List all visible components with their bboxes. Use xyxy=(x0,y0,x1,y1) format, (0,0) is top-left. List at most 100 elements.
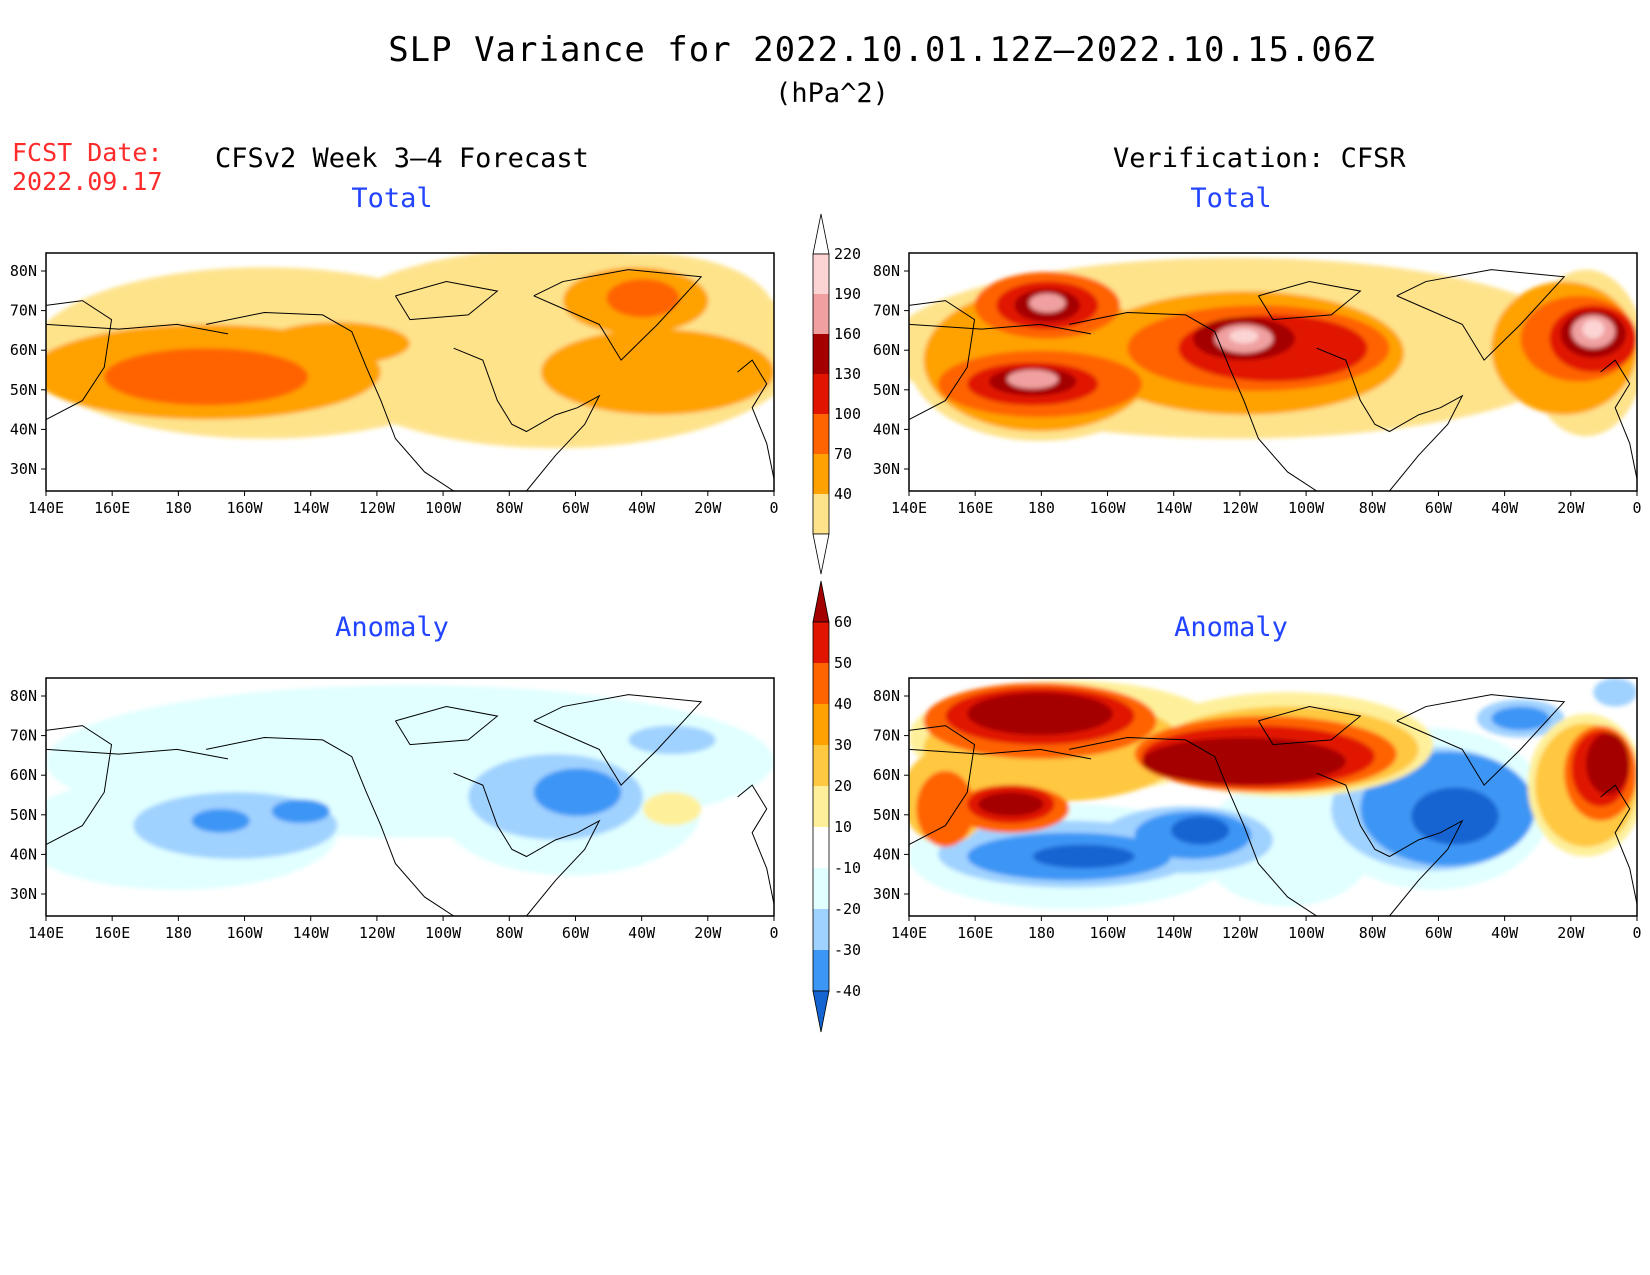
field-shading-orange xyxy=(541,329,774,415)
colorbar-total-label: 70 xyxy=(834,445,852,463)
lon-tick-label: 40W xyxy=(1491,499,1519,517)
lat-tick-label: 30N xyxy=(10,460,37,478)
lon-tick-label: 20W xyxy=(1557,499,1585,517)
map-panel-forecast-total: 140E 160E 180 160W 140W 120W 100W 80W 60W 40W 20W 0… xyxy=(10,252,779,517)
lon-tick-label: 80W xyxy=(1359,499,1387,517)
coastline-segment xyxy=(46,748,229,760)
lat-tick-label: 60N xyxy=(873,341,900,359)
colorbar-anomaly-label: -40 xyxy=(834,982,861,1000)
lon-tick-label: 160E xyxy=(957,499,993,517)
colorbar-total-label: 40 xyxy=(834,485,852,503)
map-frame xyxy=(45,252,775,492)
coastline-segment xyxy=(737,359,774,480)
field-shading-blue xyxy=(271,799,330,824)
field-shading-orange xyxy=(264,322,411,365)
lat-tick-label: 80N xyxy=(10,687,37,705)
lon-tick-label: 0 xyxy=(1632,499,1641,517)
lon-tick-label: 120W xyxy=(359,924,396,942)
lat-tick-label: 30N xyxy=(873,460,900,478)
lon-tick-label: 40W xyxy=(628,924,656,942)
colorbar-top-arrow xyxy=(812,213,830,255)
field-shading-light_blue xyxy=(628,725,716,755)
field-shading-dark_blue xyxy=(1411,787,1499,845)
lon-tick-label: 140E xyxy=(891,924,927,942)
coastline-segment xyxy=(1316,347,1464,491)
colorbar-box xyxy=(813,663,829,704)
colorbar-box xyxy=(813,454,829,494)
coastline-segment xyxy=(1258,706,1362,746)
lon-tick-label: 140W xyxy=(1156,924,1193,942)
colorbar-anomaly-label: 20 xyxy=(834,777,852,795)
lon-tick-label: 140W xyxy=(293,924,330,942)
forecast-date-value: 2022.09.17 xyxy=(12,167,163,196)
coastline-segment xyxy=(533,269,703,361)
coastline-segment xyxy=(1396,269,1566,361)
lon-tick-label: 120W xyxy=(1222,499,1259,517)
lon-tick-label: 160W xyxy=(226,924,263,942)
lon-tick-label: 100W xyxy=(425,924,462,942)
map-frame xyxy=(908,252,1638,492)
lon-tick-label: 60W xyxy=(1425,924,1453,942)
lat-tick-label: 40N xyxy=(10,420,37,438)
colorbar-box xyxy=(813,909,829,950)
lon-tick-label: 120W xyxy=(1222,924,1259,942)
shaded-field xyxy=(46,253,774,449)
field-shading-dark_red xyxy=(1141,737,1346,786)
lon-tick-label: 100W xyxy=(1288,924,1325,942)
lon-tick-label: 160E xyxy=(94,924,130,942)
field-shading-blue xyxy=(191,808,250,833)
field-shading-light_blue xyxy=(1593,678,1637,707)
colorbar-anomaly-label: 30 xyxy=(834,736,852,754)
colorbar-total-label: 160 xyxy=(834,325,861,343)
lon-tick-label: 0 xyxy=(769,924,778,942)
lat-tick-label: 50N xyxy=(10,806,37,824)
map-panel-verification-total: 140E 160E 180 160W 140W 120W 100W 80W 60W 40W 20W 0… xyxy=(873,252,1642,517)
lon-tick-label: 160W xyxy=(226,499,263,517)
lon-tick-label: 100W xyxy=(1288,499,1325,517)
lon-tick-label: 180 xyxy=(1028,924,1055,942)
lat-tick-label: 40N xyxy=(873,845,900,863)
coastline-segment xyxy=(46,300,113,421)
field-shading-blue xyxy=(1491,706,1550,731)
coastlines xyxy=(46,694,774,916)
lat-tick-label: 70N xyxy=(873,727,900,745)
lon-tick-label: 160W xyxy=(1089,499,1126,517)
coastline-segment xyxy=(909,323,1092,335)
colorbar-box xyxy=(813,827,829,868)
colorbar-bottom-arrow xyxy=(812,533,830,575)
panel-title-verification-total: Total xyxy=(1190,183,1272,214)
colorbar-box xyxy=(813,334,829,374)
shaded-field xyxy=(909,678,1637,909)
map-panel-verification-anomaly: 140E 160E 180 160W 140W 120W 100W 80W 60W 40W 20W 0… xyxy=(873,677,1642,942)
lon-tick-label: 140W xyxy=(1156,499,1193,517)
lon-tick-label: 0 xyxy=(769,499,778,517)
coastline-segment xyxy=(737,784,774,905)
lon-tick-label: 80W xyxy=(496,924,524,942)
coastline-segment xyxy=(533,694,703,786)
field-shading-dark_red xyxy=(978,792,1044,817)
field-shading-dark_orange xyxy=(606,279,680,318)
coastline-segment xyxy=(1600,359,1637,480)
coastline-segment xyxy=(909,300,976,421)
field-shading-dark_red xyxy=(1586,732,1630,795)
lon-tick-label: 160W xyxy=(1089,924,1126,942)
lat-tick-label: 30N xyxy=(873,885,900,903)
lon-tick-label: 0 xyxy=(1632,924,1641,942)
colorbar-box xyxy=(813,950,829,991)
colorbar-anomaly-label: 40 xyxy=(834,695,852,713)
lon-tick-label: 180 xyxy=(1028,499,1055,517)
field-shading-blue xyxy=(533,768,622,817)
lat-tick-label: 70N xyxy=(10,302,37,320)
field-shading-light_pink xyxy=(1229,329,1259,344)
colorbar-anomaly: 60 50 40 30 20 10 -10 -20 -30 -40 xyxy=(812,580,861,1033)
colorbar-box xyxy=(813,254,829,294)
colorbar-total-label: 100 xyxy=(834,405,861,423)
coastline-segment xyxy=(453,772,601,916)
lon-tick-label: 160E xyxy=(957,924,993,942)
map-panel-forecast-anomaly: 140E 160E 180 160W 140W 120W 100W 80W 60W 40W 20W 0… xyxy=(10,677,779,942)
coastline-segment xyxy=(909,725,976,846)
lon-tick-label: 140E xyxy=(28,499,64,517)
colorbar-total: 220 190 160 130 100 70 40 xyxy=(812,213,861,575)
coastlines xyxy=(909,269,1637,491)
